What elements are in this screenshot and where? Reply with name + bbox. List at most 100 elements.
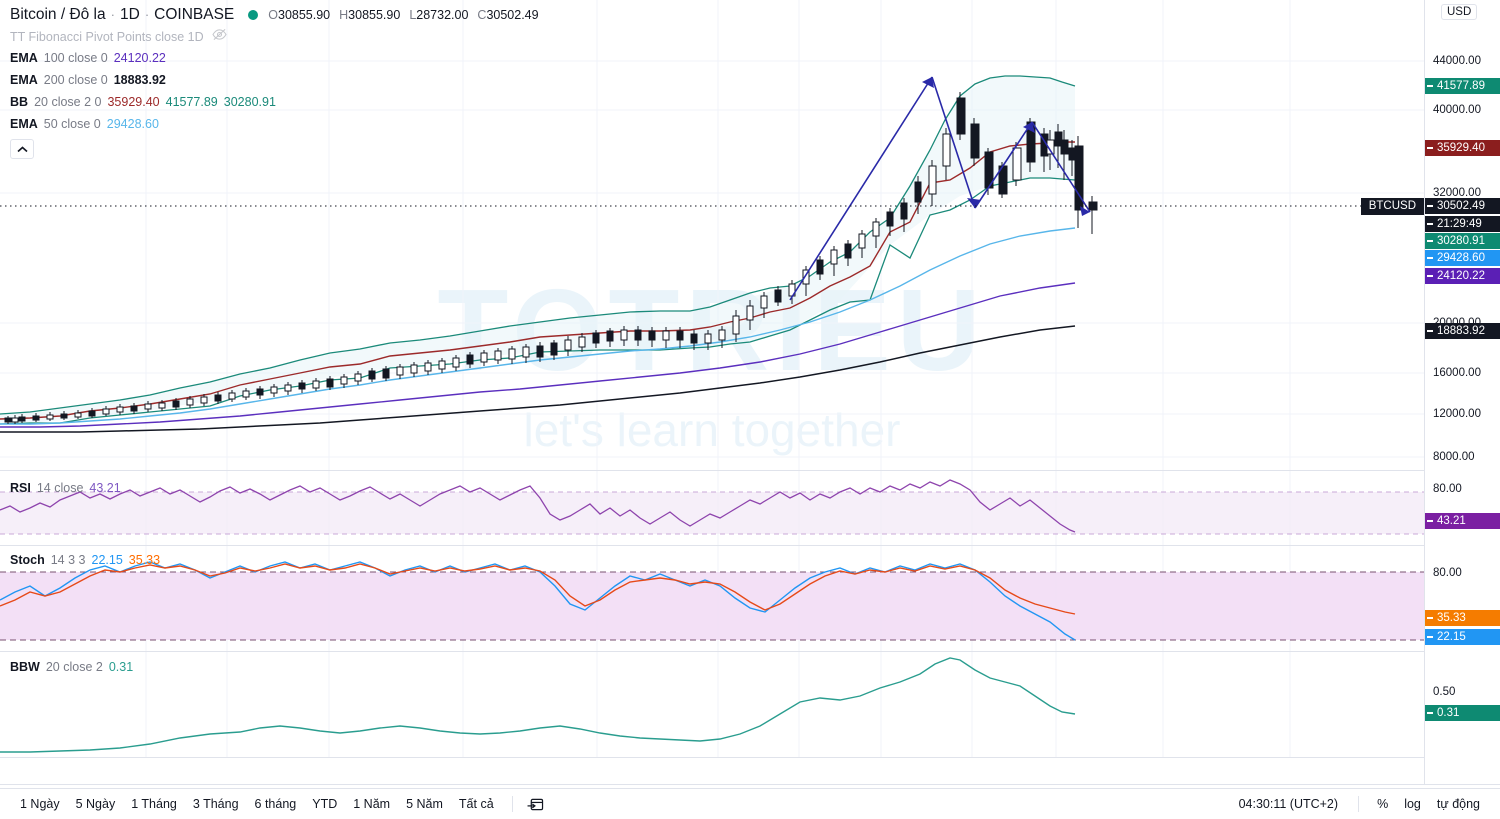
percent-scale-button[interactable]: % — [1377, 797, 1389, 811]
bbw-legend[interactable]: BBW 20 close 2 0.31 — [10, 660, 133, 674]
ohlc-values: O30855.90 H30855.90 L28732.00 C30502.49 — [268, 8, 538, 22]
rsi-name: RSI — [10, 481, 31, 495]
ohlc-open-value: 30855.90 — [278, 7, 331, 22]
range-button[interactable]: 6 tháng — [254, 797, 297, 811]
pane-separator-stoch[interactable] — [0, 545, 1424, 546]
log-scale-button[interactable]: log — [1404, 797, 1421, 811]
candlestick-series — [4, 92, 1098, 424]
toolbar-divider-2 — [1358, 796, 1360, 812]
stoch-k-line — [0, 561, 1076, 641]
auto-scale-button[interactable]: tự động — [1436, 797, 1480, 811]
stoch-d-line — [0, 563, 1076, 615]
range-button[interactable]: 1 Tháng — [131, 797, 177, 811]
overlay-study-row[interactable]: TT Fibonacci Pivot Points close 1D — [10, 27, 539, 47]
bbw-pane — [0, 657, 1076, 753]
range-button[interactable]: 3 Tháng — [192, 797, 239, 811]
price-axis-value-pill: 0.31 — [1425, 705, 1500, 721]
stoch-k-value: 22.15 — [91, 553, 123, 567]
fibonacci-study-title: TT Fibonacci Pivot Points close 1D — [10, 30, 204, 44]
price-axis-tick: 40000.00 — [1433, 104, 1481, 116]
ohlc-close-value: 30502.49 — [486, 7, 539, 22]
stoch-legend[interactable]: Stoch 14 3 3 22.15 35.33 — [10, 553, 160, 567]
price-axis-value-pill: 24120.22 — [1425, 268, 1500, 284]
ohlc-open-label: O — [268, 7, 278, 22]
indicator-legend-row[interactable]: EMA 50 close 0 29428.60 — [10, 113, 539, 135]
price-axis-value-pill: 21:29:49 — [1425, 216, 1500, 232]
eye-off-icon[interactable] — [212, 28, 227, 46]
main-price-pane — [0, 75, 1424, 433]
indicator-value: 24120.22 — [113, 51, 166, 65]
price-line-symbol-tag: BTCUSD — [1360, 198, 1424, 215]
indicator-name: EMA — [10, 117, 38, 131]
indicator-value: 41577.89 — [165, 95, 218, 109]
indicator-value: 29428.60 — [106, 117, 159, 131]
bbw-line — [0, 657, 1076, 753]
bottom-toolbar: 1 Ngày 5 Ngày 1 Tháng 3 Tháng 6 tháng YTD 1 Nă… — [0, 788, 1500, 819]
chart-canvas[interactable]: TOTRIEU let's learn together — [0, 0, 1424, 784]
indicator-legend-row[interactable]: EMA 200 close 0 18883.92 — [10, 69, 539, 91]
live-dot-icon — [248, 9, 259, 20]
stoch-level-label: 80.00 — [1433, 567, 1462, 579]
chart-legend: Bitcoin / Đô la · 1D · COINBASE O30855.9… — [10, 4, 539, 159]
range-button[interactable]: YTD — [312, 797, 338, 811]
symbol-interval[interactable]: 1D — [119, 5, 140, 23]
pane-separator-bbw[interactable] — [0, 651, 1424, 652]
trend-zigzag-arrowheads — [922, 77, 1090, 216]
ohlc-low-value: 28732.00 — [416, 7, 469, 22]
ohlc-high-label: H — [339, 7, 349, 22]
bb-upper-line — [0, 75, 1076, 415]
range-button[interactable]: 1 Năm — [353, 797, 391, 811]
collapse-legend-button[interactable] — [10, 139, 34, 159]
range-button[interactable]: Tất cả — [458, 797, 494, 811]
symbol-row[interactable]: Bitcoin / Đô la · 1D · COINBASE O30855.9… — [10, 4, 539, 25]
range-button[interactable]: 5 Ngày — [75, 797, 116, 811]
chart-svg — [0, 0, 1424, 757]
rsi-level-label: 80.00 — [1433, 483, 1462, 495]
date-range-icon[interactable] — [523, 797, 548, 812]
price-axis-value-pill: 35929.40 — [1425, 140, 1500, 156]
indicator-name: EMA — [10, 51, 38, 65]
price-axis[interactable]: USD 44000.0040000.0032000.0020000.001600… — [1424, 0, 1500, 784]
rsi-legend[interactable]: RSI 14 close 43.21 — [10, 481, 121, 495]
price-axis-value-pill: 29428.60 — [1425, 250, 1500, 266]
indicator-legend-row[interactable]: EMA 100 close 0 24120.22 — [10, 47, 539, 69]
price-axis-tick: 32000.00 — [1433, 187, 1481, 199]
stoch-pane — [0, 561, 1424, 641]
bb-basis-line — [0, 141, 1075, 420]
pane-separator-bottom — [0, 757, 1424, 758]
indicator-args: 50 close 0 — [43, 117, 101, 131]
indicator-value: 18883.92 — [113, 73, 166, 87]
indicator-value: 35929.40 — [107, 95, 160, 109]
legend-separator-2: · — [144, 7, 150, 22]
currency-badge[interactable]: USD — [1441, 4, 1478, 20]
indicator-name: EMA — [10, 73, 38, 87]
indicator-name: BB — [10, 95, 29, 109]
stoch-name: Stoch — [10, 553, 45, 567]
range-button[interactable]: 1 Ngày — [20, 797, 60, 811]
ohlc-high-value: 30855.90 — [348, 7, 401, 22]
price-axis-value-pill: 30502.49 — [1425, 198, 1500, 214]
price-axis-value-pill: 35.33 — [1425, 610, 1500, 626]
bbw-name: BBW — [10, 660, 40, 674]
indicator-args: 200 close 0 — [43, 73, 108, 87]
range-button[interactable]: 5 Năm — [406, 797, 443, 811]
stoch-args: 14 3 3 — [50, 553, 86, 567]
legend-separator-1: · — [110, 7, 115, 22]
ohlc-close-label: C — [477, 7, 487, 22]
price-axis-value-pill: 18883.92 — [1425, 323, 1500, 339]
indicator-legend-row[interactable]: BB 20 close 2 0 35929.40 41577.89 30280.91 — [10, 91, 539, 113]
ema-100-line — [0, 282, 1076, 428]
price-axis-value-pill: 22.15 — [1425, 629, 1500, 645]
ema-200-line — [0, 325, 1076, 433]
symbol-exchange[interactable]: COINBASE — [154, 5, 235, 23]
clock-display[interactable]: 04:30:11 (UTC+2) — [1238, 797, 1339, 811]
indicator-value: 30280.91 — [223, 95, 276, 109]
indicator-args: 100 close 0 — [43, 51, 108, 65]
price-axis-value-pill: 43.21 — [1425, 513, 1500, 529]
ohlc-low-label: L — [409, 7, 417, 22]
bollinger-band-fill — [0, 76, 1075, 424]
bbw-value: 0.31 — [108, 660, 134, 674]
pane-separator-rsi[interactable] — [0, 470, 1424, 471]
symbol-name[interactable]: Bitcoin / Đô la — [10, 5, 106, 23]
